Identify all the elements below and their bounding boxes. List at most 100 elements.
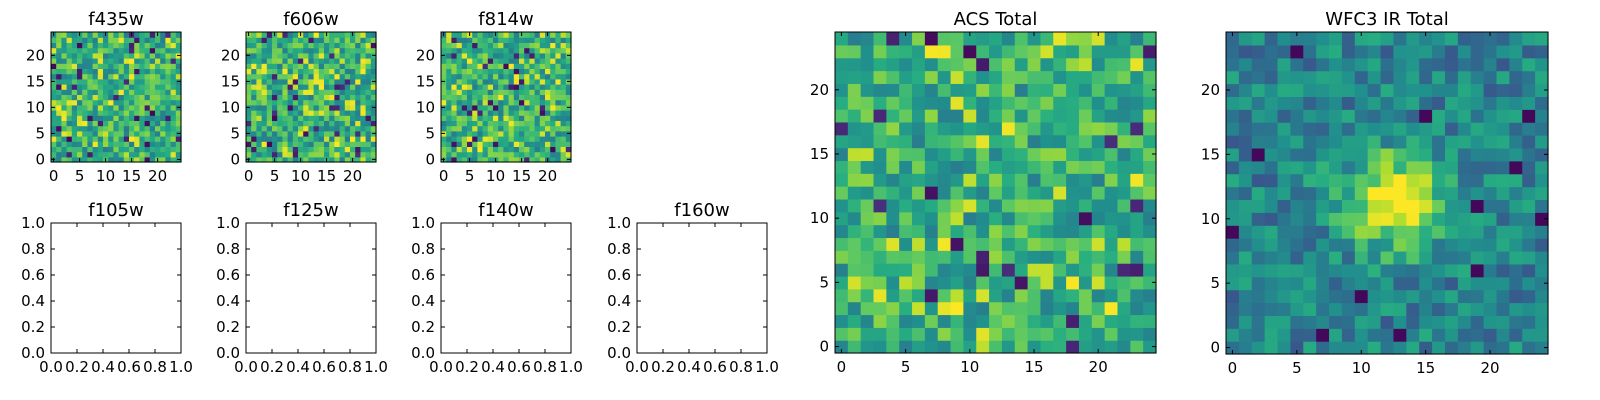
y-tick-label: 0.4: [411, 292, 435, 310]
heatmap-cell: [313, 89, 320, 95]
heatmap-cell: [149, 146, 156, 153]
heatmap-cell: [873, 186, 887, 200]
heatmap-cell: [1290, 341, 1304, 355]
heatmap-cell: [365, 120, 372, 127]
heatmap-cell: [1053, 211, 1067, 226]
heatmap-cell: [529, 37, 536, 43]
heatmap-cell: [912, 250, 926, 264]
heatmap-cell: [1277, 212, 1291, 226]
heatmap-cell: [355, 63, 361, 69]
heatmap-cell: [175, 84, 182, 90]
heatmap-cell: [344, 130, 351, 137]
heatmap-cell: [482, 94, 489, 101]
heatmap-cell: [508, 125, 515, 132]
heatmap-cell: [1290, 212, 1304, 226]
heatmap-cell: [108, 37, 114, 43]
heatmap-cell: [1470, 70, 1485, 85]
heatmap-cell: [134, 52, 140, 59]
heatmap-cell: [539, 146, 546, 153]
heatmap-cell: [251, 84, 257, 90]
heatmap-cell: [149, 141, 156, 147]
heatmap-cell: [1432, 32, 1446, 46]
heatmap-cell: [1496, 315, 1510, 329]
heatmap-cell: [545, 125, 551, 132]
heatmap-cell: [1130, 237, 1144, 251]
heatmap-cell: [365, 110, 372, 116]
heatmap-cell: [87, 115, 94, 121]
heatmap-cell: [446, 125, 452, 132]
heatmap-cell: [493, 84, 499, 90]
heatmap-cell: [1264, 238, 1279, 252]
heatmap-cell: [1104, 314, 1119, 328]
heatmap-cell: [1367, 225, 1382, 239]
heatmap-cell: [251, 52, 257, 59]
heatmap-cell: [1316, 199, 1330, 213]
heatmap-cell: [482, 151, 489, 158]
heatmap-cell: [261, 146, 268, 153]
heatmap-cell: [175, 68, 182, 75]
heatmap-cell: [1290, 109, 1304, 123]
heatmap-cell: [160, 130, 166, 137]
heatmap-cell: [1130, 70, 1144, 84]
heatmap-cell: [1027, 121, 1042, 136]
heatmap-cell: [1104, 96, 1119, 110]
heatmap-cell: [272, 130, 278, 137]
heatmap-cell: [493, 130, 499, 137]
heatmap-cell: [937, 160, 952, 174]
heatmap-cell: [129, 141, 135, 147]
heatmap-cell: [66, 94, 73, 101]
heatmap-cell: [1104, 288, 1119, 303]
heatmap-cell: [1277, 44, 1291, 59]
heatmap-cell: [360, 104, 367, 111]
heatmap-cell: [1432, 276, 1446, 291]
heatmap-cell: [508, 68, 515, 75]
heatmap-cell: [1277, 225, 1291, 239]
heatmap-cell: [555, 63, 562, 69]
heatmap-cell: [308, 104, 315, 111]
heatmap-cell: [1341, 263, 1356, 278]
heatmap-cell: [165, 125, 172, 132]
heatmap-cell: [1303, 276, 1317, 291]
heatmap-cell: [467, 58, 473, 64]
heatmap-cell: [560, 58, 567, 64]
heatmap-cell: [139, 136, 146, 142]
heatmap-cell: [97, 84, 104, 90]
heatmap-cell: [1303, 315, 1317, 329]
heatmap-cell: [1078, 314, 1093, 328]
x-tick-label: 5: [901, 358, 911, 376]
heatmap-cell: [1329, 199, 1343, 213]
heatmap-cell: [1251, 302, 1266, 316]
heatmap-cell: [272, 104, 278, 111]
heatmap-cell: [318, 115, 325, 121]
heatmap-cell: [134, 68, 140, 75]
heatmap-cell: [539, 32, 546, 38]
heatmap-cell: [835, 288, 849, 303]
heatmap-cell: [370, 125, 377, 132]
heatmap-cell: [1066, 32, 1080, 46]
heatmap-cell: [1014, 263, 1029, 277]
heatmap-cell: [282, 63, 289, 69]
heatmap-cell: [1483, 212, 1498, 226]
heatmap-cell: [170, 115, 177, 121]
heatmap-cell: [477, 120, 484, 127]
heatmap-cell: [886, 32, 900, 46]
heatmap-cell: [1104, 224, 1119, 239]
heatmap-cell: [1496, 212, 1510, 226]
heatmap-cell: [1393, 276, 1407, 291]
heatmap-cell: [123, 141, 130, 147]
heatmap-cell: [344, 63, 351, 69]
heatmap-cell: [1419, 83, 1433, 97]
heatmap-cell: [308, 115, 315, 121]
heatmap-cell: [344, 47, 351, 54]
heatmap-cell: [950, 314, 964, 328]
heatmap-cell: [529, 73, 536, 80]
heatmap-cell: [446, 63, 452, 69]
heatmap-cell: [508, 104, 515, 111]
heatmap-cell: [950, 327, 964, 341]
heatmap-cell: [1027, 263, 1042, 277]
heatmap-cell: [344, 84, 351, 90]
heatmap-cell: [860, 109, 875, 123]
heatmap-cell: [451, 156, 458, 163]
heatmap-cell: [1535, 302, 1549, 316]
heatmap-cell: [847, 340, 862, 354]
